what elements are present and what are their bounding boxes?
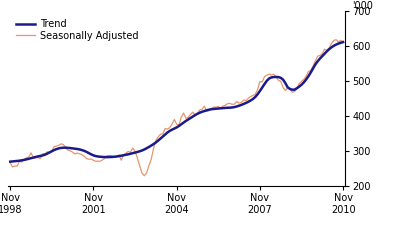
Y-axis label: '000: '000: [352, 1, 373, 11]
Legend: Trend, Seasonally Adjusted: Trend, Seasonally Adjusted: [13, 16, 141, 44]
